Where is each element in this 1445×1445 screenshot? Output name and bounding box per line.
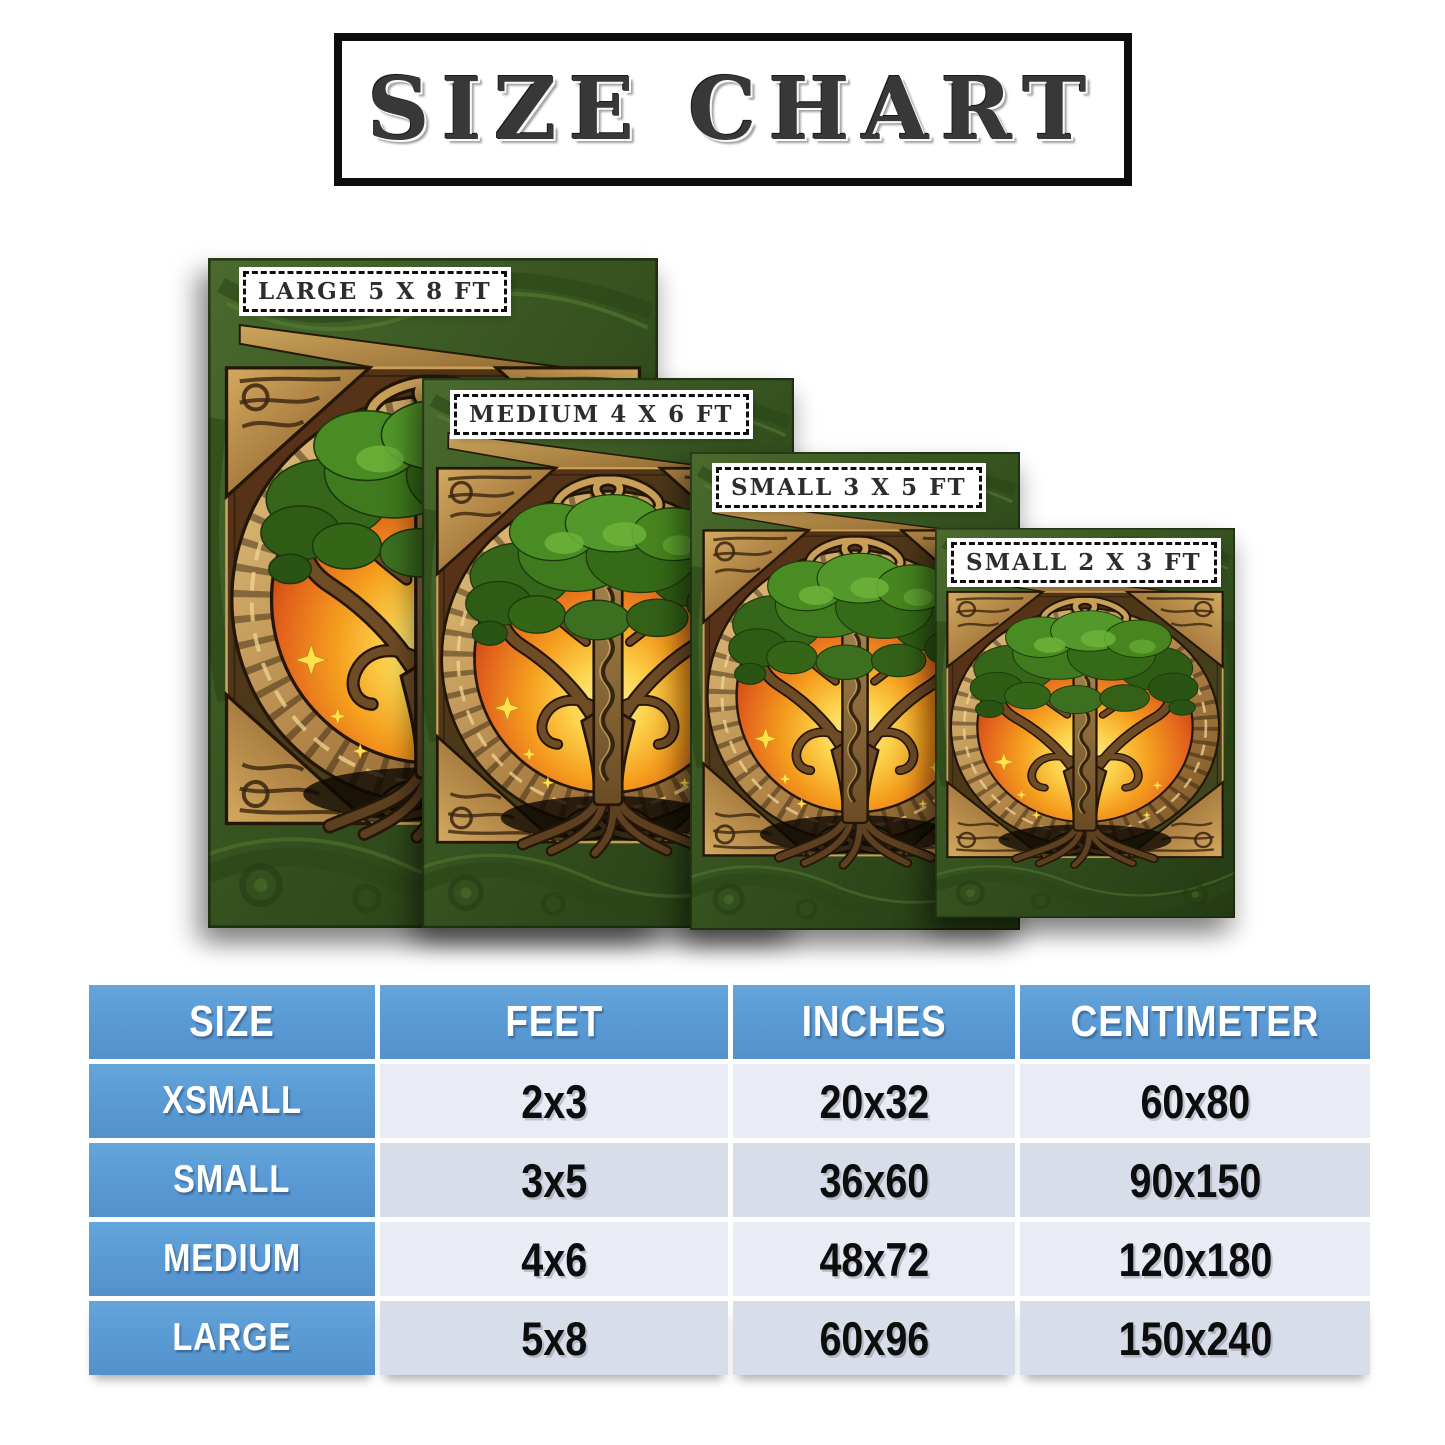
rug-size-label-small-2x3: SMALL 2 X 3 FT xyxy=(951,542,1217,583)
rug-small-2x3: SMALL 2 X 3 FT xyxy=(935,528,1235,918)
cell-xsmall-inches: 20x32 xyxy=(733,1064,1015,1138)
cell-small-centimeter: 90x150 xyxy=(1020,1143,1370,1217)
rug-size-label-text: MEDIUM 4 X 6 FT xyxy=(469,401,734,428)
cell-small-feet: 3x5 xyxy=(380,1143,728,1217)
cell-xsmall-centimeter: 60x80 xyxy=(1020,1064,1370,1138)
cell-xsmall-feet: 2x3 xyxy=(380,1064,728,1138)
row-large-label: LARGE xyxy=(89,1301,375,1375)
cell-large-feet: 5x8 xyxy=(380,1301,728,1375)
row-small-label: SMALL xyxy=(89,1143,375,1217)
tree-of-life-artwork xyxy=(935,528,1235,918)
cell-small-inches: 36x60 xyxy=(733,1143,1015,1217)
rug-size-label-small-3x5: SMALL 3 X 5 FT xyxy=(716,467,982,508)
table-header-feet: FEET xyxy=(380,985,728,1059)
rug-size-label-large: LARGE 5 X 8 FT xyxy=(243,271,507,312)
cell-medium-feet: 4x6 xyxy=(380,1222,728,1296)
size-table: SIZE FEET INCHES CENTIMETER XSMALL 2x3 2… xyxy=(89,985,1370,1375)
table-header-inches: INCHES xyxy=(733,985,1015,1059)
cell-large-centimeter: 150x240 xyxy=(1020,1301,1370,1375)
cell-medium-centimeter: 120x180 xyxy=(1020,1222,1370,1296)
page-title: SIZE CHART xyxy=(367,59,1099,160)
rug-size-label-text: LARGE 5 X 8 FT xyxy=(258,278,492,305)
table-header-centimeter: CENTIMETER xyxy=(1020,985,1370,1059)
title-box: SIZE CHART xyxy=(334,33,1132,186)
table-header-size: SIZE xyxy=(89,985,375,1059)
rug-size-label-text: SMALL 2 X 3 FT xyxy=(966,549,1202,576)
cell-large-inches: 60x96 xyxy=(733,1301,1015,1375)
row-xsmall-label: XSMALL xyxy=(89,1064,375,1138)
cell-medium-inches: 48x72 xyxy=(733,1222,1015,1296)
row-medium-label: MEDIUM xyxy=(89,1222,375,1296)
rug-size-label-medium: MEDIUM 4 X 6 FT xyxy=(454,394,749,435)
rug-size-label-text: SMALL 3 X 5 FT xyxy=(731,474,967,501)
